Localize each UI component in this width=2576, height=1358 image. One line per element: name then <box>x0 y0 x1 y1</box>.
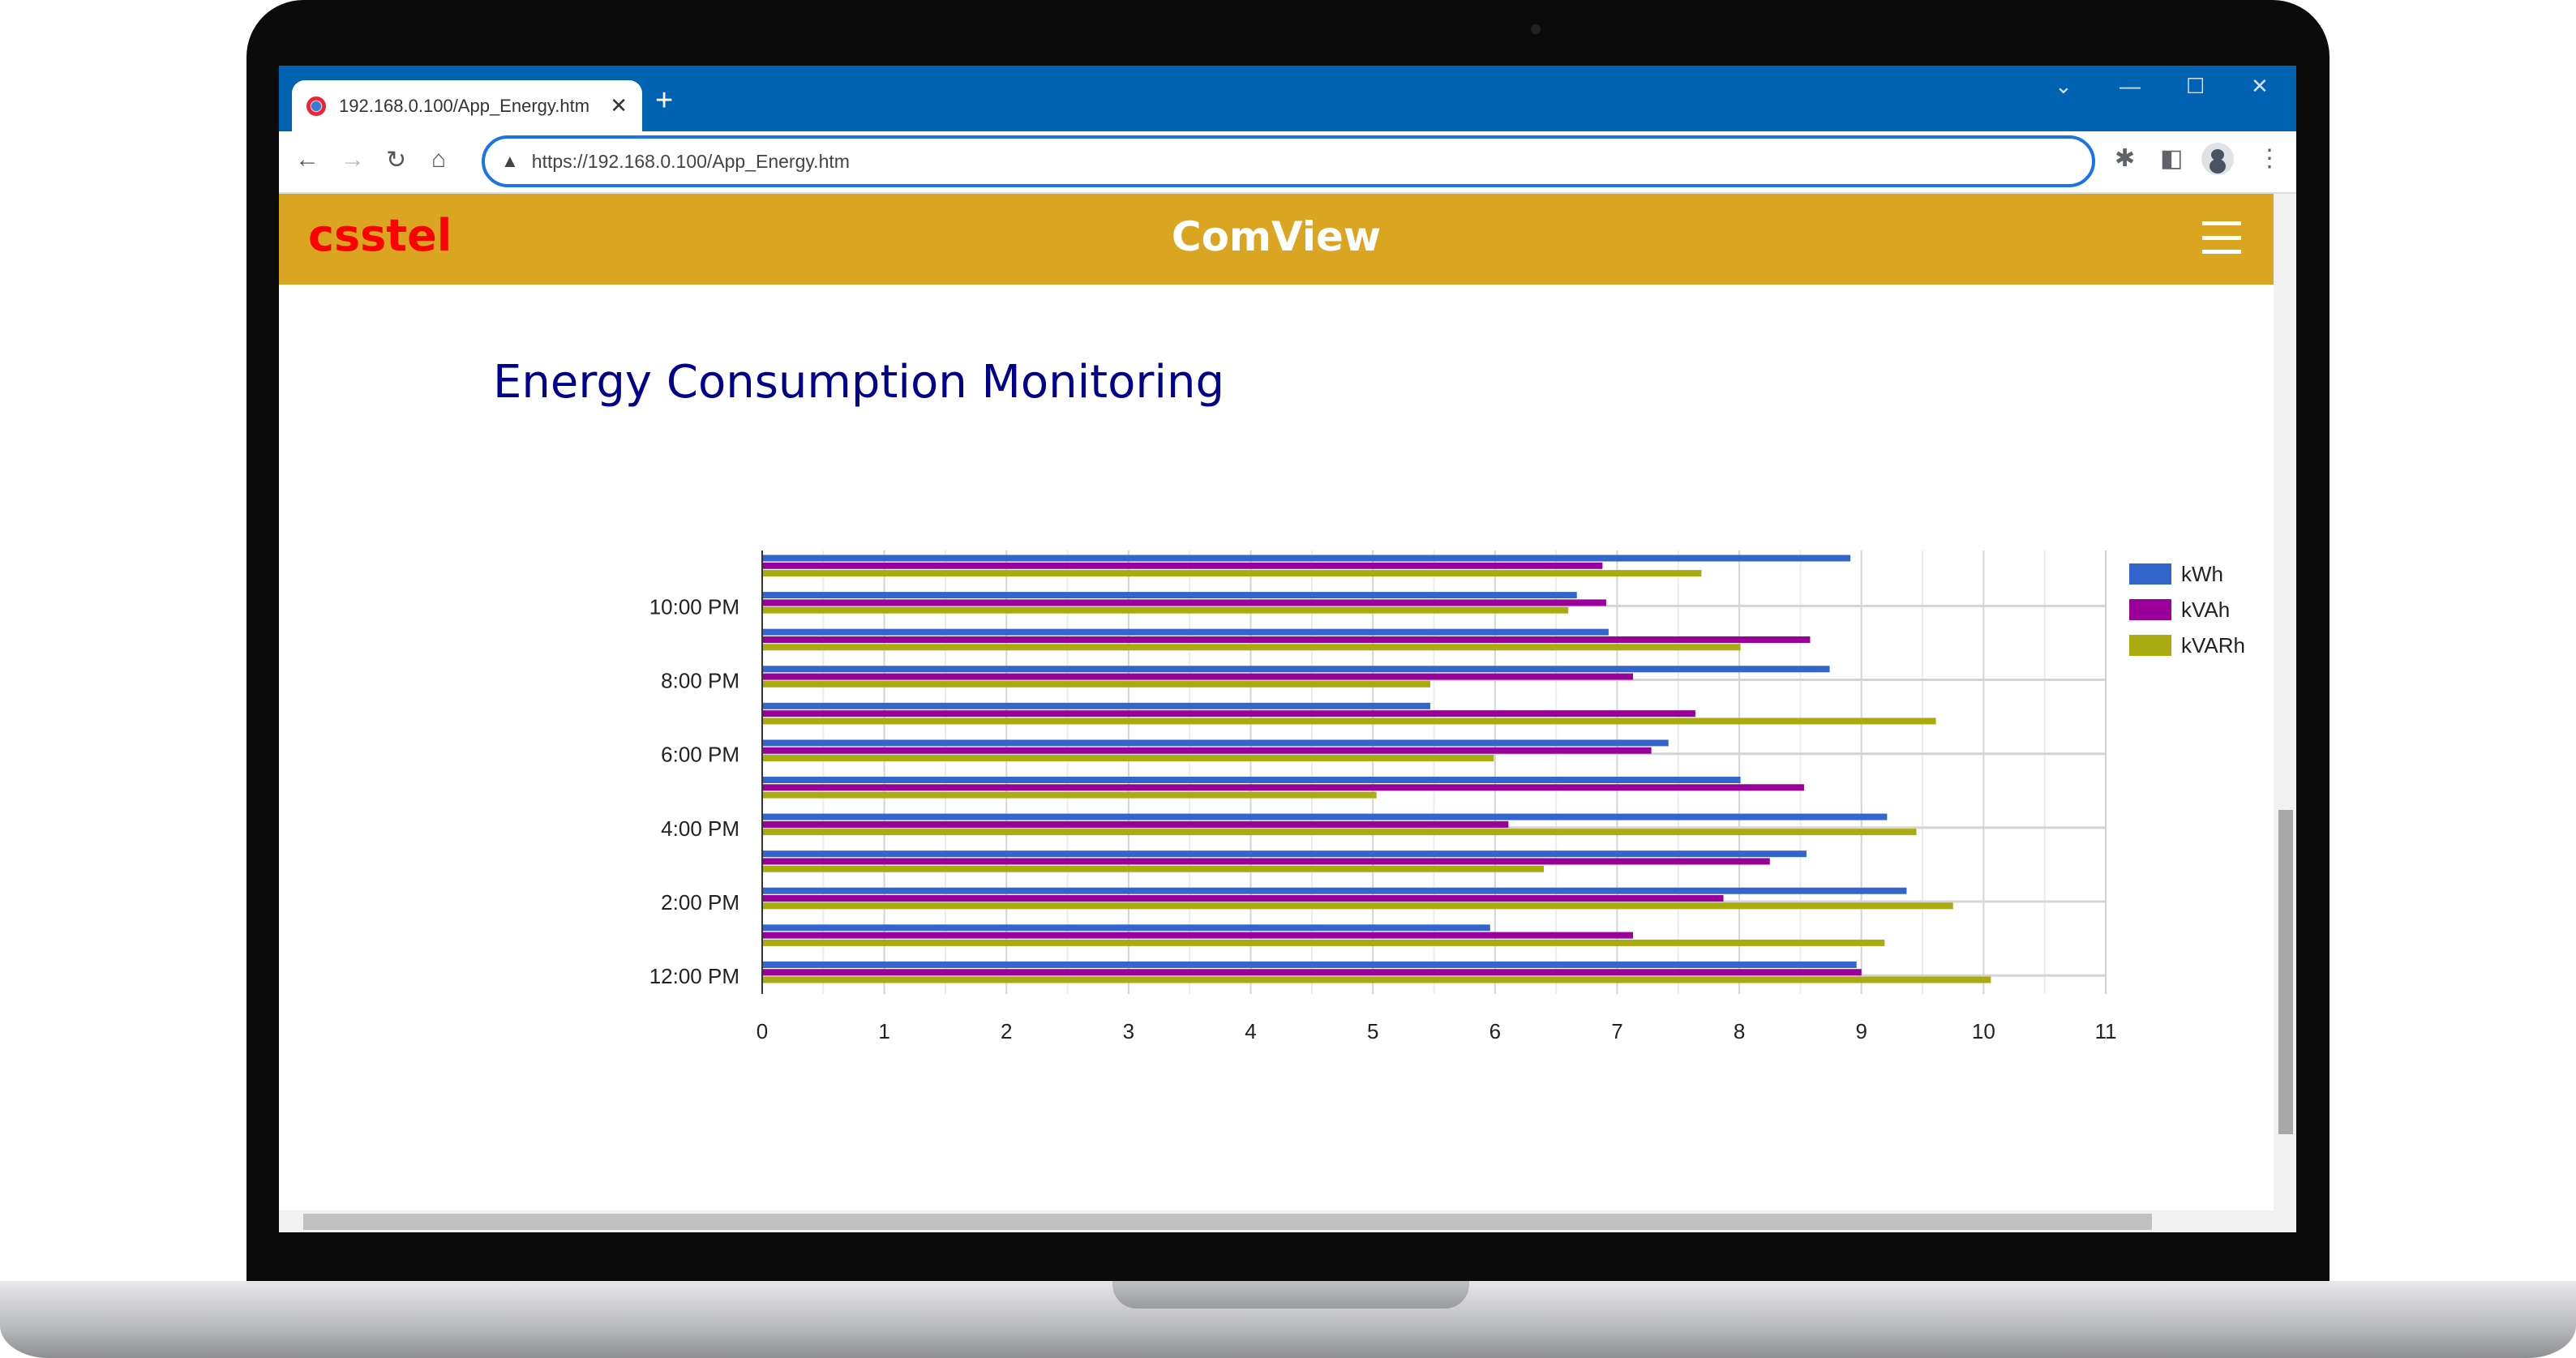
bar-kVAh <box>762 932 1634 939</box>
bar-kVAh <box>762 599 1606 606</box>
bar-kWh <box>762 924 1490 932</box>
bar-kVAh <box>762 710 1695 718</box>
profile-avatar[interactable] <box>2201 143 2234 175</box>
bar-kVARh <box>762 791 1377 799</box>
browser-window: 192.168.0.100/App_Energy.htm ✕ + ⌄ — ☐ ✕… <box>279 66 2296 1232</box>
bar-kWh <box>762 739 1669 747</box>
bar-kVAh <box>762 784 1804 791</box>
menu-dots-icon[interactable]: ⋮ <box>2257 145 2282 172</box>
vertical-scrollbar[interactable] <box>2274 194 2296 1210</box>
bar-kVARh <box>762 718 1936 725</box>
x-tick-label: 3 <box>1123 1019 1134 1043</box>
category-label: 12:00 PM <box>649 964 739 988</box>
new-tab-icon[interactable]: + <box>655 84 674 118</box>
x-tick-label: 8 <box>1734 1019 1745 1043</box>
legend-swatch-kVARh <box>2129 635 2171 656</box>
category-label: 10:00 PM <box>649 594 739 619</box>
tab-title: 192.168.0.100/App_Energy.htm <box>339 95 590 116</box>
x-tick-label: 0 <box>757 1019 768 1043</box>
app-header: csstel ComView <box>279 194 2274 285</box>
x-tick-label: 2 <box>1001 1019 1012 1043</box>
bar-kVARh <box>762 755 1494 762</box>
bar-kVARh <box>762 570 1702 577</box>
back-icon[interactable]: ← <box>295 146 319 173</box>
forward-icon[interactable]: → <box>341 146 365 173</box>
bar-kVAh <box>762 673 1634 680</box>
extensions-icon[interactable]: ✱ <box>2115 145 2136 172</box>
bar-kVARh <box>762 644 1741 651</box>
x-tick-label: 1 <box>878 1019 889 1043</box>
bar-kVAh <box>762 562 1603 569</box>
x-tick-label: 6 <box>1489 1019 1501 1043</box>
x-tick-label: 11 <box>2095 1019 2117 1043</box>
minimize-icon[interactable]: — <box>2120 74 2141 98</box>
bar-kVAh <box>762 895 1724 902</box>
close-tab-icon[interactable]: ✕ <box>610 93 628 118</box>
side-panel-icon[interactable]: ◧ <box>2160 145 2184 172</box>
not-secure-icon[interactable]: ▲ <box>501 151 519 171</box>
category-label: 2:00 PM <box>661 890 739 915</box>
bar-kVARh <box>762 939 1885 946</box>
bar-kWh <box>762 776 1741 783</box>
legend-label: kVAh <box>2181 598 2230 622</box>
bar-kVARh <box>762 829 1917 836</box>
tab-bar: 192.168.0.100/App_Energy.htm ✕ + ⌄ — ☐ ✕ <box>279 66 2296 131</box>
page-title: Energy Consumption Monitoring <box>493 356 1225 409</box>
browser-tab[interactable]: 192.168.0.100/App_Energy.htm ✕ <box>292 80 642 131</box>
address-bar[interactable]: ▲ https://192.168.0.100/App_Energy.htm <box>482 135 2095 187</box>
legend-label: kVARh <box>2181 633 2245 658</box>
vertical-scroll-thumb[interactable] <box>2278 810 2293 1134</box>
bar-kVAh <box>762 969 1862 976</box>
category-label: 6:00 PM <box>661 743 739 767</box>
x-tick-label: 4 <box>1245 1019 1256 1043</box>
bar-kWh <box>762 555 1851 562</box>
logo[interactable]: csstel <box>308 210 452 261</box>
x-tick-label: 7 <box>1611 1019 1622 1043</box>
bar-kVARh <box>762 865 1545 872</box>
energy-bar-chart: 10:00 PM 8:00 PM 6:00 PM 4:00 PM 2:00 PM 12:0… <box>649 550 2245 1043</box>
app-title: ComView <box>1171 213 1382 260</box>
bar-kVARh <box>762 902 1953 910</box>
bar-kVAh <box>762 820 1509 828</box>
bar-kWh <box>762 702 1430 709</box>
laptop-notch <box>1112 1281 1469 1309</box>
bar-kWh <box>762 592 1577 599</box>
legend-swatch-kVAh <box>2129 599 2171 620</box>
bar-kWh <box>762 813 1888 820</box>
tab-search-icon[interactable]: ⌄ <box>2055 74 2072 98</box>
bar-kWh <box>762 887 1907 894</box>
browser-toolbar: ← → ↻ ⌂ ▲ https://192.168.0.100/App_Ener… <box>279 131 2296 194</box>
page-content: csstel ComView Energy Consumption Monito… <box>279 194 2274 1210</box>
bar-kWh <box>762 628 1609 636</box>
reload-icon[interactable]: ↻ <box>386 147 407 173</box>
bar-kVARh <box>762 976 1991 983</box>
legend-swatch-kWh <box>2129 563 2171 585</box>
bar-kWh <box>762 961 1857 968</box>
horizontal-scroll-thumb[interactable] <box>303 1214 2152 1230</box>
maximize-icon[interactable]: ☐ <box>2186 74 2205 98</box>
favicon-icon <box>306 96 326 116</box>
url-text: https://192.168.0.100/App_Energy.htm <box>531 150 850 172</box>
bar-kVAh <box>762 636 1811 643</box>
bar-kWh <box>762 850 1807 858</box>
bar-kVARh <box>762 680 1430 688</box>
category-label: 8:00 PM <box>661 669 739 693</box>
x-tick-label: 5 <box>1367 1019 1378 1043</box>
category-label: 4:00 PM <box>661 816 739 841</box>
x-tick-label: 10 <box>1972 1019 1995 1043</box>
bar-kVAh <box>762 858 1770 865</box>
bar-kWh <box>762 666 1830 673</box>
bar-kVARh <box>762 606 1569 614</box>
home-icon[interactable]: ⌂ <box>431 146 447 173</box>
close-window-icon[interactable]: ✕ <box>2251 74 2269 98</box>
horizontal-scrollbar[interactable] <box>279 1210 2296 1232</box>
legend-label: kWh <box>2181 562 2223 586</box>
bar-kVAh <box>762 747 1652 754</box>
x-tick-label: 9 <box>1855 1019 1867 1043</box>
hamburger-menu-icon[interactable] <box>2202 221 2241 254</box>
camera <box>1531 24 1541 34</box>
